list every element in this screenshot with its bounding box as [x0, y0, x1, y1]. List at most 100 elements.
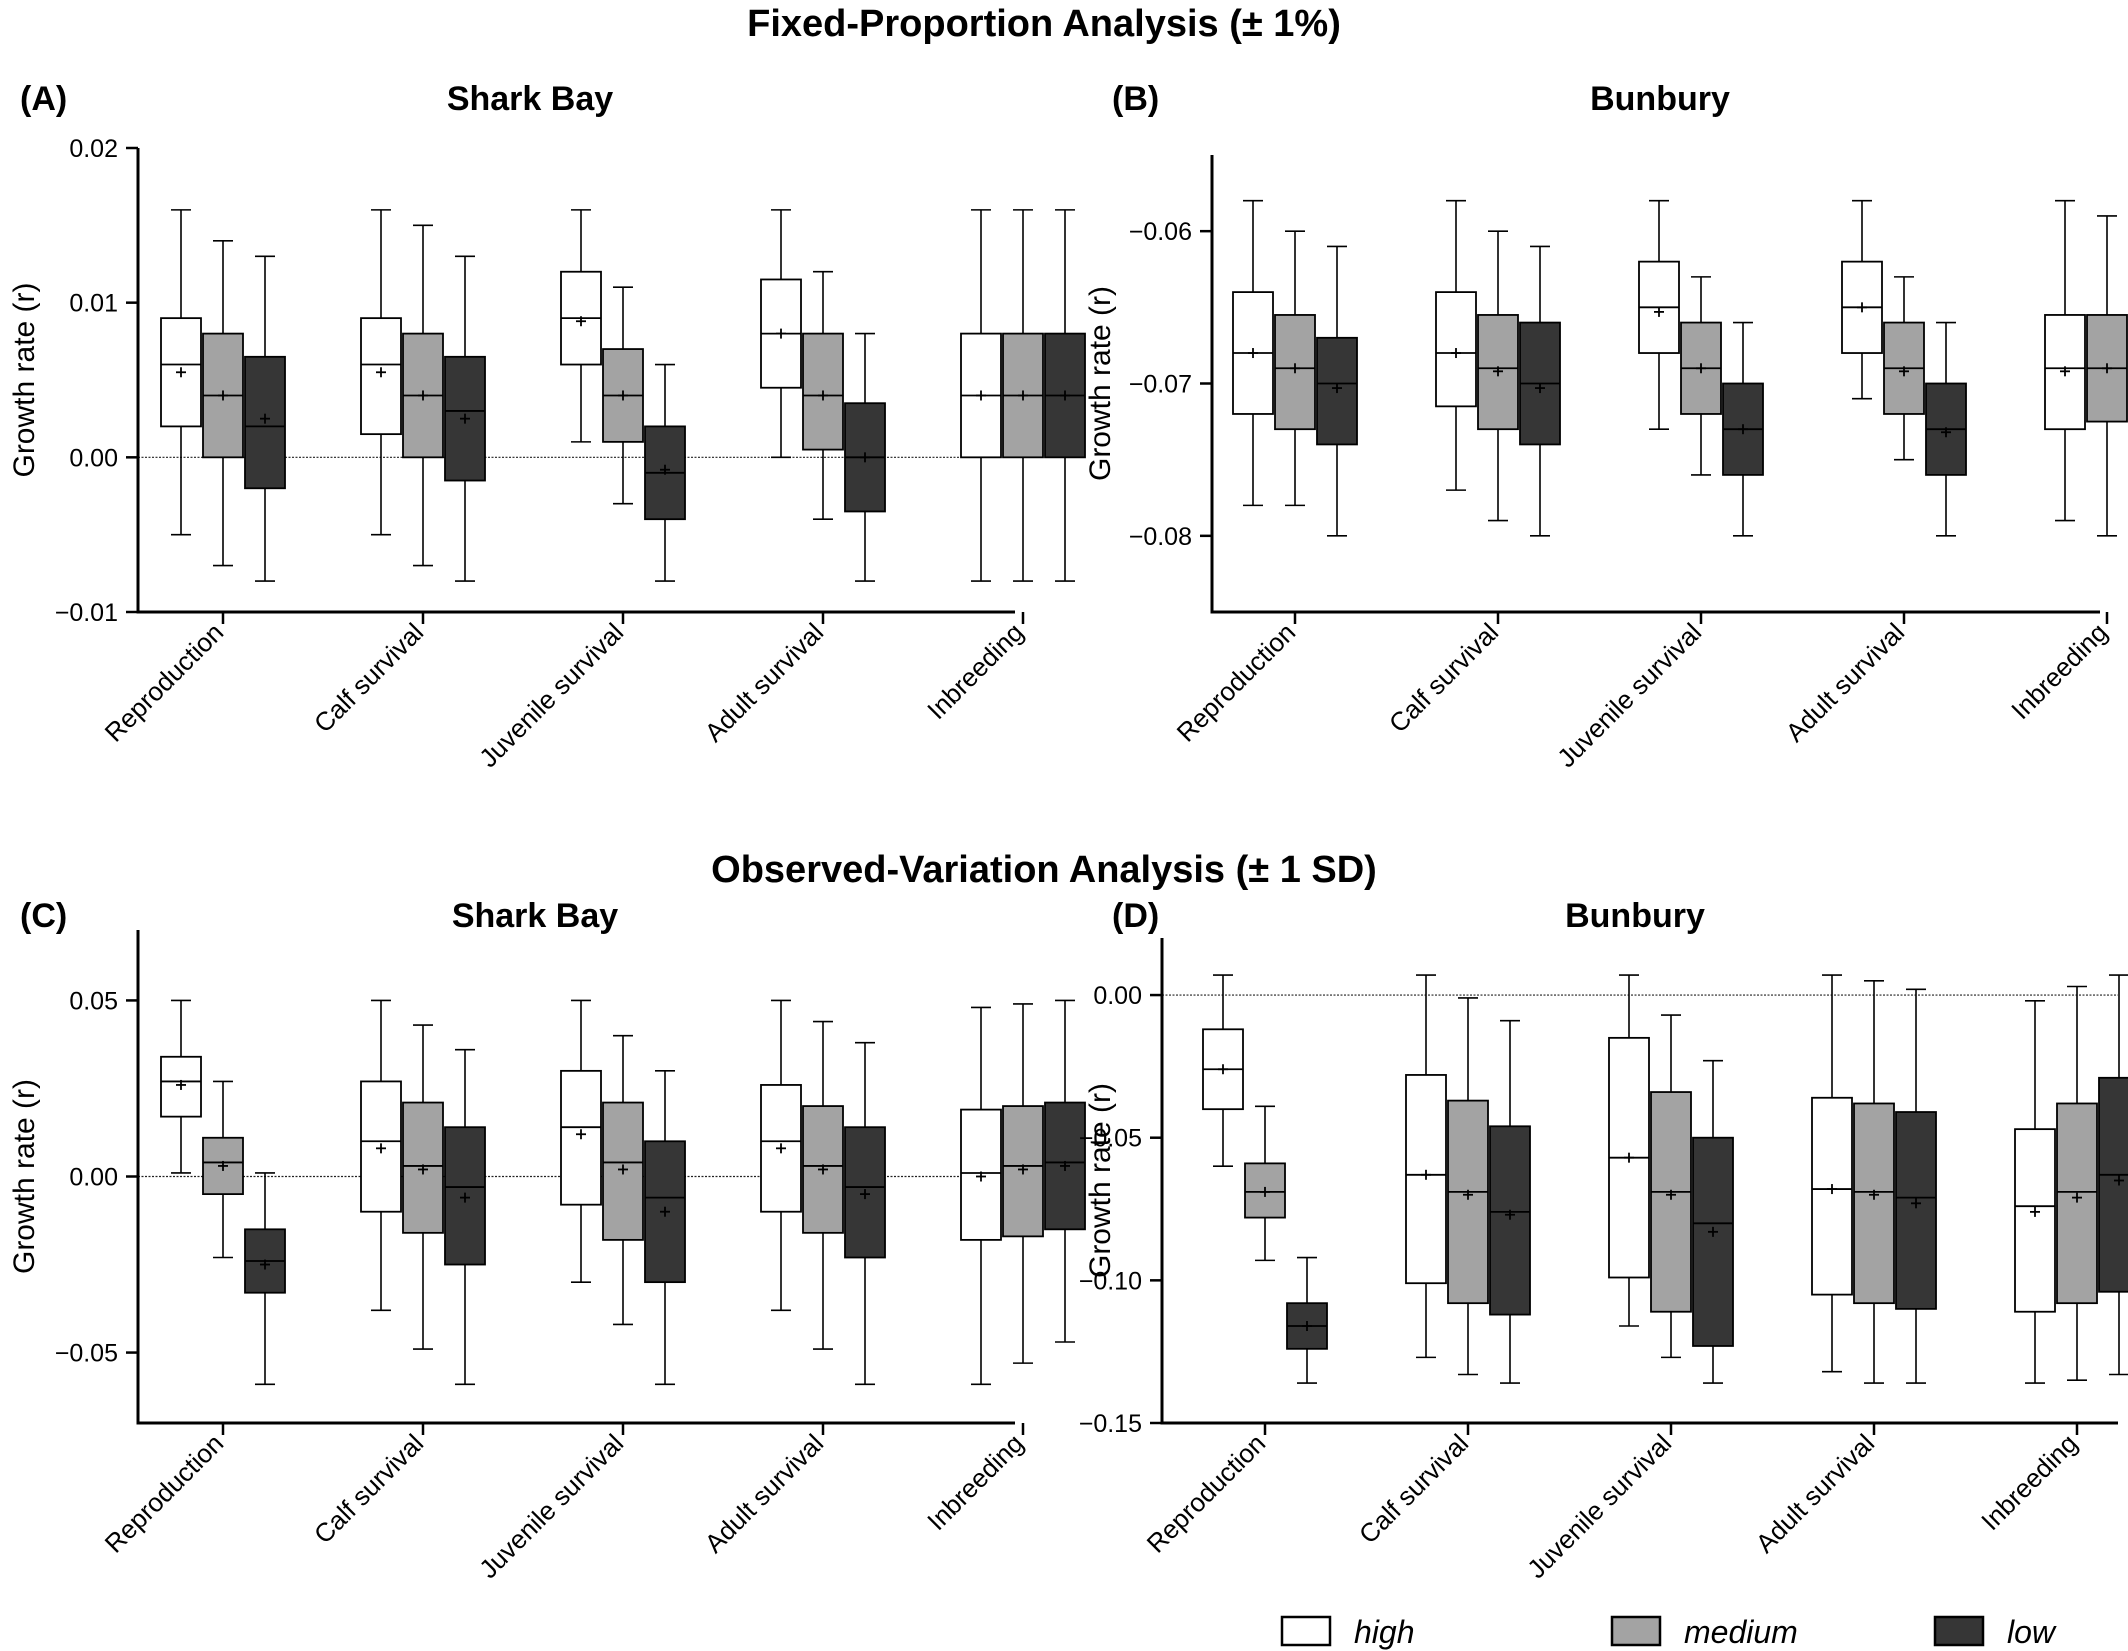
y-tick-label: 0.02 [69, 135, 118, 163]
category-label: Reproduction [1171, 617, 1302, 748]
mean-marker [1060, 1160, 1070, 1171]
box-medium [202, 240, 244, 567]
mean-marker [176, 367, 186, 378]
y-tick-label: −0.01 [55, 599, 118, 627]
box-low [1692, 1059, 1734, 1384]
box-iqr [2098, 1076, 2128, 1293]
box-high [1638, 199, 1680, 431]
mean-marker [418, 390, 428, 401]
y-axis-label: Growth rate (r) [8, 1079, 41, 1274]
mean-marker [1654, 306, 1664, 317]
box-high [1435, 199, 1477, 491]
box-iqr [2014, 1128, 2056, 1313]
box-low [844, 1041, 886, 1386]
mean-marker [1302, 1321, 1312, 1331]
mean-marker [776, 1143, 786, 1154]
legend: high medium low [1280, 1614, 2057, 1650]
panel-letter: (D) [1112, 897, 1159, 935]
mean-marker [2102, 363, 2112, 374]
category-label: Reproduction [99, 1428, 230, 1559]
category-label: Inbreeding [1975, 1428, 2083, 1536]
mean-marker [1738, 424, 1748, 435]
box-iqr [2056, 1102, 2098, 1305]
category-label: Reproduction [99, 617, 230, 748]
mean-marker [218, 1160, 228, 1171]
category-label: Calf survival [1383, 617, 1504, 738]
category-label: Adult survival [699, 617, 830, 748]
mean-marker [260, 1259, 270, 1270]
box-low [444, 1048, 486, 1386]
mean-marker [2060, 366, 2070, 377]
y-axis-label: Growth rate (r) [1084, 1083, 1117, 1278]
mean-marker [1218, 1064, 1228, 1075]
legend-item-low: low [1933, 1614, 2057, 1650]
box-low [2098, 974, 2128, 1376]
box-medium [2086, 215, 2128, 537]
mean-marker [776, 328, 786, 339]
category-label: Juvenile survival [473, 1428, 629, 1584]
box-high [960, 209, 1002, 582]
y-tick-label: −0.05 [1079, 1125, 1142, 1153]
mean-marker [618, 390, 628, 401]
category-label: Inbreeding [921, 617, 1029, 725]
mean-marker [1451, 348, 1461, 359]
box-iqr [1811, 1096, 1853, 1296]
box-high [160, 999, 202, 1174]
box-medium [1002, 209, 1044, 582]
y-tick-label: −0.07 [1129, 371, 1192, 399]
mean-marker [660, 1206, 670, 1217]
category-label: Calf survival [308, 617, 429, 738]
legend-item-high: high [1280, 1614, 1415, 1650]
box-iqr [444, 355, 486, 482]
box-medium [602, 1034, 644, 1326]
mean-marker [576, 316, 586, 327]
mean-marker [260, 413, 270, 424]
mean-marker [618, 1164, 628, 1175]
y-tick-label: −0.15 [1079, 1410, 1142, 1438]
box-medium [1650, 1014, 1692, 1359]
y-tick-label: 0.00 [69, 1164, 118, 1192]
box-iqr [1692, 1136, 1734, 1347]
legend-label: medium [1684, 1614, 1798, 1650]
y-tick-label: −0.05 [55, 1340, 118, 1368]
legend-swatch [1610, 1615, 1662, 1647]
mean-marker [1535, 383, 1545, 394]
panel-d: (D) Bunbury Growth rate (r) −0.15 −0.10 −0.05… [1079, 897, 2128, 1584]
mean-marker [818, 390, 828, 401]
box-high [1405, 974, 1447, 1359]
box-high [160, 209, 202, 536]
mean-marker [460, 413, 470, 424]
category-label: Juvenile survival [473, 617, 629, 773]
category-label: Calf survival [1353, 1428, 1474, 1549]
mean-marker [1666, 1189, 1676, 1200]
box-high [560, 209, 602, 443]
mean-marker [576, 1129, 586, 1140]
panel-letter: (C) [20, 897, 67, 935]
box-high [1202, 974, 1244, 1168]
category-label: Calf survival [308, 1428, 429, 1549]
mean-marker [460, 1192, 470, 1203]
box-low [844, 332, 886, 582]
mean-marker [218, 390, 228, 401]
mean-marker [1260, 1186, 1270, 1197]
mean-marker [1332, 383, 1342, 394]
y-tick-label: 0.05 [69, 987, 118, 1015]
mean-marker [860, 452, 870, 463]
mean-marker [1018, 1164, 1028, 1175]
box-high [760, 999, 802, 1312]
box-medium [802, 270, 844, 521]
mean-marker [1911, 1198, 1921, 1209]
mean-marker [1463, 1189, 1473, 1200]
y-axis-label: Growth rate (r) [1084, 286, 1117, 481]
box-low [644, 363, 686, 582]
y-tick-label: 0.01 [69, 290, 118, 318]
category-label: Reproduction [1141, 1428, 1272, 1559]
mean-marker [1248, 348, 1258, 359]
mean-marker [1827, 1184, 1837, 1195]
box-medium [1447, 997, 1489, 1376]
box-medium [2056, 985, 2098, 1382]
box-medium [1244, 1105, 1286, 1262]
box-low [444, 255, 486, 582]
box-medium [602, 286, 644, 505]
